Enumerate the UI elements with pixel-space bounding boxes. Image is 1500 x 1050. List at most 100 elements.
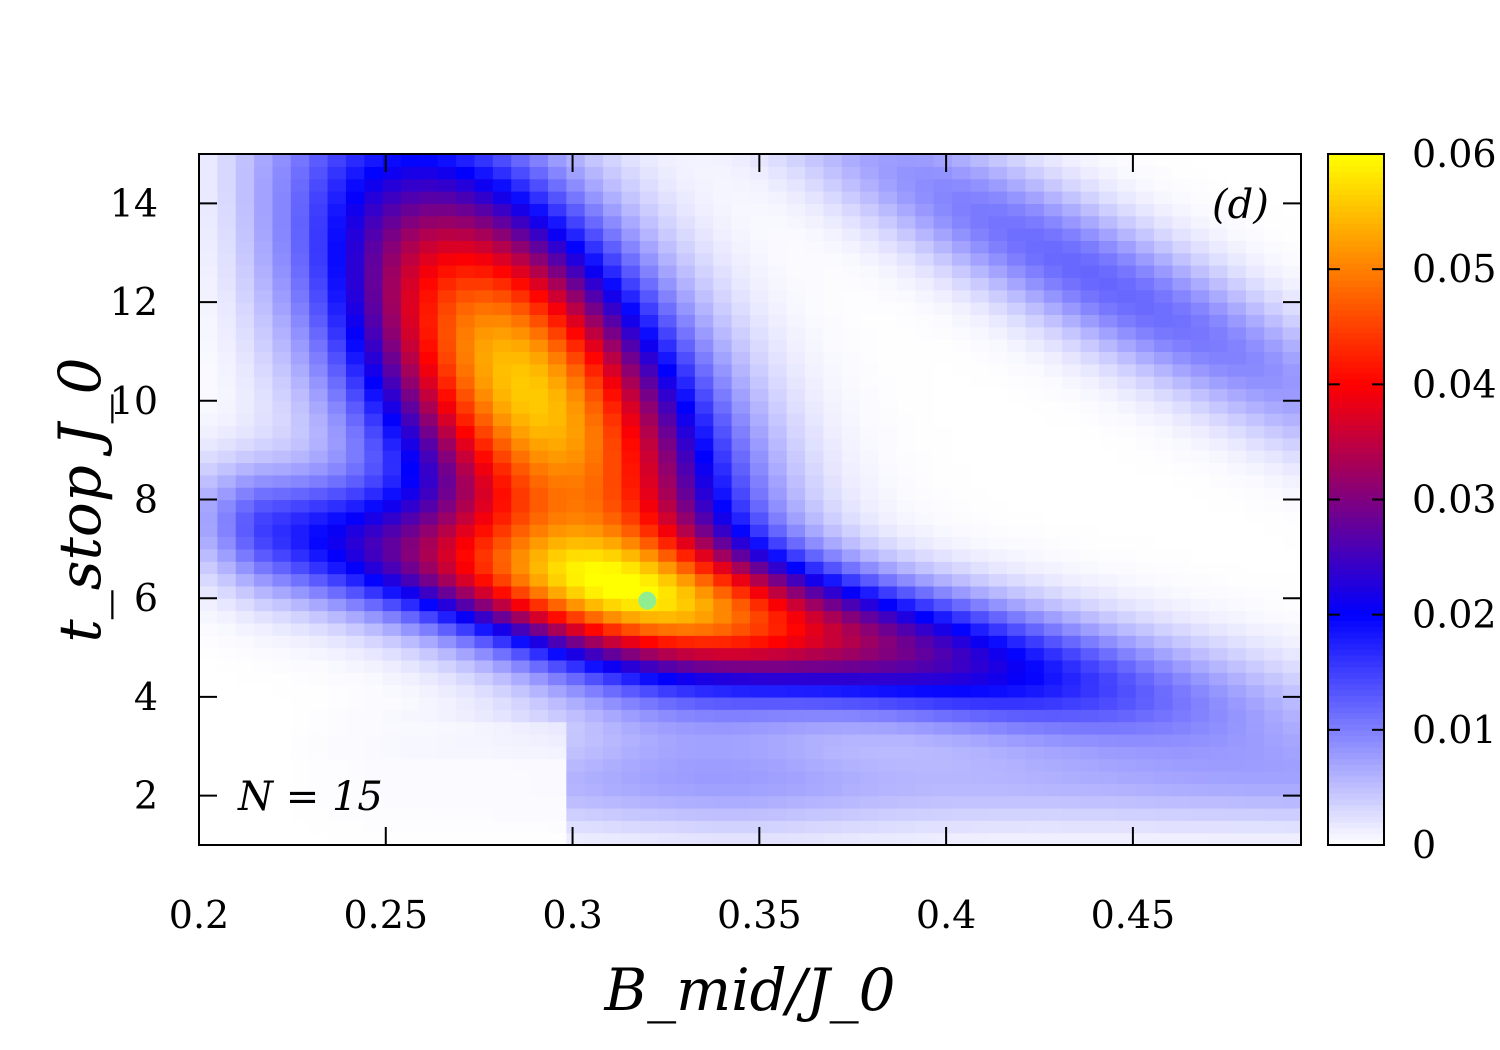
heatmap-cell: [786, 339, 806, 353]
heatmap-cell: [694, 721, 714, 735]
heatmap-cell: [584, 807, 604, 821]
heatmap-cell: [1043, 228, 1063, 241]
heatmap-cell: [713, 684, 733, 698]
heatmap-cell: [731, 573, 751, 587]
heatmap-cell: [1117, 228, 1137, 241]
heatmap-cell: [750, 672, 769, 686]
heatmap-cell: [896, 524, 916, 538]
heatmap-cell: [786, 832, 806, 846]
heatmap-cell: [1172, 746, 1192, 760]
heatmap-cell: [1264, 820, 1284, 834]
heatmap-cell: [327, 820, 347, 834]
heatmap-cell: [235, 524, 255, 538]
heatmap-cell: [1227, 487, 1247, 501]
heatmap-cell: [676, 684, 696, 698]
heatmap-cell: [878, 733, 898, 747]
heatmap-cell: [933, 561, 953, 575]
heatmap-cell: [1043, 807, 1063, 821]
heatmap-cell: [1245, 610, 1265, 624]
heatmap-cell: [713, 154, 733, 167]
heatmap-cell: [1135, 573, 1155, 587]
heatmap-cell: [768, 339, 788, 353]
heatmap-cell: [382, 610, 402, 624]
colorbar-strip: [1328, 695, 1384, 702]
heatmap-cell: [547, 425, 567, 439]
heatmap-cell: [235, 326, 255, 340]
heatmap-cell: [1190, 240, 1210, 254]
heatmap-cell: [401, 154, 420, 167]
heatmap-cell: [639, 795, 659, 809]
heatmap-cell: [511, 635, 531, 649]
heatmap-cell: [933, 450, 953, 464]
heatmap-cell: [621, 647, 641, 661]
heatmap-cell: [1080, 154, 1100, 167]
heatmap-cell: [529, 487, 549, 501]
heatmap-cell: [1190, 166, 1210, 180]
heatmap-cell: [841, 746, 861, 760]
heatmap-cell: [1135, 832, 1155, 846]
heatmap-cell: [364, 585, 384, 599]
heatmap-cell: [1080, 709, 1100, 723]
heatmap-cell: [1209, 388, 1229, 402]
heatmap-cell: [1245, 684, 1265, 698]
heatmap-cell: [254, 363, 274, 377]
heatmap-cell: [1062, 721, 1082, 735]
heatmap-cell: [676, 487, 696, 501]
heatmap-cell: [382, 437, 402, 451]
heatmap-cell: [658, 388, 678, 402]
heatmap-cell: [878, 425, 898, 439]
heatmap-cell: [805, 314, 825, 328]
heatmap-cell: [1227, 265, 1247, 278]
heatmap-cell: [584, 561, 604, 575]
heatmap-cell: [254, 696, 274, 710]
heatmap-cell: [750, 783, 769, 797]
heatmap-cell: [529, 548, 549, 562]
heatmap-cell: [823, 795, 843, 809]
heatmap-cell: [584, 166, 604, 180]
heatmap-cell: [327, 240, 347, 254]
heatmap-cell: [768, 178, 788, 192]
heatmap-cell: [456, 561, 476, 575]
heatmap-cell: [364, 659, 384, 673]
heatmap-cell: [713, 795, 733, 809]
heatmap-cell: [933, 499, 953, 513]
heatmap-cell: [529, 758, 549, 772]
colorbar-tick-label: 0.02: [1412, 593, 1497, 637]
heatmap-cell: [841, 770, 861, 784]
heatmap-cell: [364, 770, 384, 784]
heatmap-cell: [382, 696, 402, 710]
colorbar-strip: [1328, 614, 1384, 622]
heatmap-cell: [933, 610, 953, 624]
heatmap-cell: [713, 215, 733, 229]
heatmap-cell: [584, 795, 604, 809]
heatmap-cell: [474, 351, 494, 365]
heatmap-cell: [419, 733, 439, 747]
heatmap-cell: [1190, 536, 1210, 550]
heatmap-cell: [1080, 610, 1100, 624]
heatmap-cell: [676, 573, 696, 587]
heatmap-cell: [786, 437, 806, 451]
heatmap-cell: [1282, 302, 1302, 316]
heatmap-cell: [511, 326, 531, 340]
heatmap-cell: [768, 314, 788, 328]
heatmap-cell: [1062, 376, 1082, 390]
heatmap-cell: [768, 746, 788, 760]
heatmap-cell: [1209, 215, 1229, 229]
colorbar-strip: [1328, 528, 1384, 535]
heatmap-cell: [1282, 610, 1302, 624]
heatmap-cell: [382, 425, 402, 439]
heatmap-cell: [1227, 524, 1247, 538]
heatmap-cell: [1227, 733, 1247, 747]
heatmap-cell: [1227, 166, 1247, 180]
heatmap-cell: [1043, 339, 1063, 353]
heatmap-cell: [1025, 437, 1045, 451]
heatmap-cell: [823, 302, 843, 316]
heatmap-cell: [933, 573, 953, 587]
heatmap-cell: [254, 733, 274, 747]
heatmap-cell: [1098, 487, 1118, 501]
heatmap-cell: [566, 622, 586, 636]
heatmap-cell: [345, 721, 365, 735]
heatmap-cell: [1264, 240, 1284, 254]
heatmap-cell: [1135, 351, 1155, 365]
heatmap-cell: [1043, 203, 1063, 217]
